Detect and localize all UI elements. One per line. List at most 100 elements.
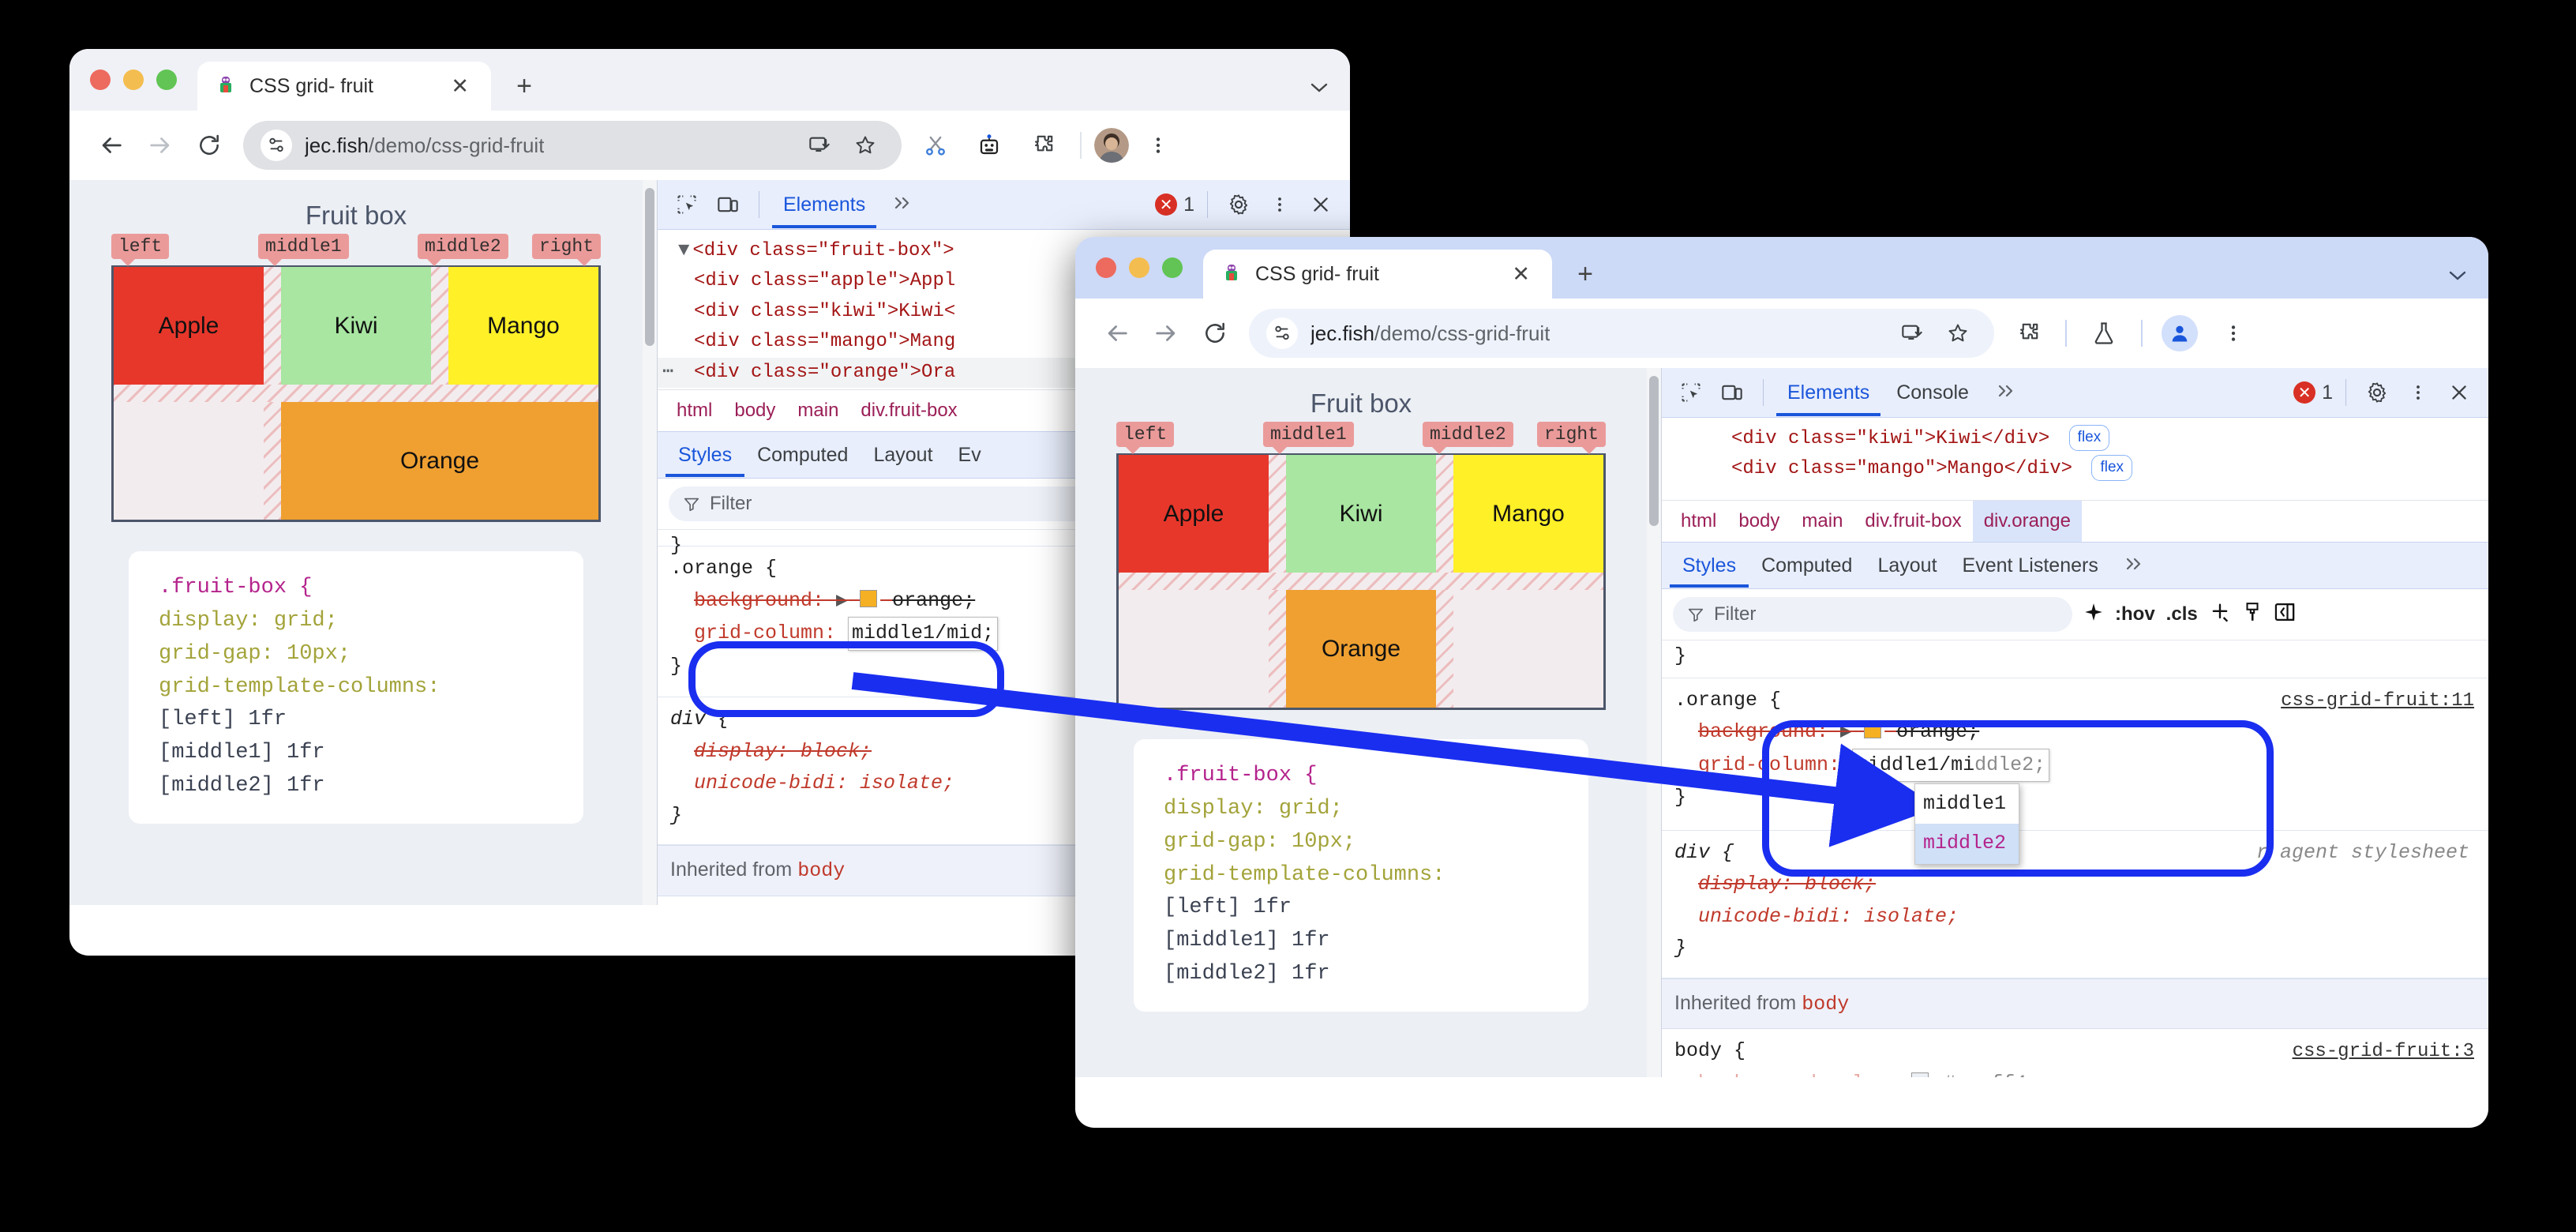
css-rules-front[interactable]: } .orange { css-grid-fruit:11 background… [1662, 640, 2488, 1077]
address-bar-front[interactable]: jec.fish/demo/css-grid-fruit [1249, 309, 1994, 358]
toggle-sidebar-icon[interactable] [2274, 601, 2296, 629]
panel-tab-layout[interactable]: Layout [873, 444, 933, 466]
breadcrumb-item[interactable]: html [677, 400, 713, 421]
error-badge[interactable]: ✕ 1 [1155, 193, 1194, 216]
browser-window-front[interactable]: CSS grid- fruit ✕ + jec.fish/demo/css-gr [1075, 237, 2488, 1128]
scissors-icon[interactable] [911, 121, 960, 170]
panel-tab-styles[interactable]: Styles [1670, 543, 1749, 588]
profile-avatar[interactable] [1094, 128, 1129, 163]
gear-icon[interactable] [1221, 189, 1257, 220]
forward-arrow-icon[interactable] [136, 121, 185, 170]
breadcrumb-item[interactable]: div.fruit-box [1865, 510, 1962, 531]
grid-column-value-editor[interactable]: middle1/mid; [848, 617, 999, 651]
new-tab-button[interactable]: + [516, 71, 532, 101]
dom-row[interactable]: <div class="kiwi">Kiwi</div> flex [1662, 424, 2488, 454]
robot-icon[interactable] [965, 121, 1014, 170]
extensions-puzzle-icon[interactable] [1018, 121, 1067, 170]
flask-icon[interactable] [2079, 309, 2128, 358]
maximize-window-button[interactable] [1162, 257, 1183, 278]
color-swatch[interactable] [860, 589, 878, 607]
declaration-display[interactable]: display: block; [694, 739, 872, 763]
close-icon[interactable] [1303, 189, 1339, 220]
hover-state-button[interactable]: :hov [2115, 603, 2155, 625]
css-rule-body[interactable]: body { css-grid-fruit:3 background-color… [1662, 1029, 2488, 1077]
site-settings-icon[interactable] [1266, 317, 1298, 349]
css-rule-orange[interactable]: .orange { css-grid-fruit:11 background: … [1662, 678, 2488, 865]
grid-column-value-editor[interactable]: middle1/middle2; [1852, 748, 2050, 782]
dom-row[interactable]: <div class="kiwi">Kiwi< [694, 300, 956, 322]
declaration-background[interactable]: background: ▶ orange; [1698, 720, 1980, 743]
tab-css-grid-fruit[interactable]: CSS grid- fruit ✕ [197, 62, 491, 111]
devtools-tab-console[interactable]: Console [1896, 381, 1969, 404]
panel-tab-event-listeners[interactable]: Event Listeners [1962, 554, 2098, 577]
source-link[interactable]: css-grid-fruit:3 [2292, 1041, 2474, 1062]
back-arrow-icon[interactable] [1093, 309, 1142, 358]
autocomplete-item-middle2[interactable]: middle2 [1915, 824, 2019, 864]
site-settings-icon[interactable] [261, 130, 292, 161]
paintbrush-icon[interactable] [2242, 602, 2263, 628]
window-controls-front[interactable] [1096, 237, 1203, 299]
panel-tab-layout[interactable]: Layout [1877, 554, 1937, 577]
minimize-window-button[interactable] [123, 69, 144, 90]
new-tab-button[interactable]: + [1577, 259, 1593, 289]
inspect-element-icon[interactable] [1673, 377, 1709, 408]
three-dot-menu-icon[interactable] [1262, 189, 1298, 220]
dom-row[interactable]: <div class="mango">Mango</div> flex [1662, 454, 2488, 484]
flex-badge[interactable]: flex [2091, 455, 2133, 482]
gear-icon[interactable] [2359, 377, 2395, 408]
three-dot-menu-icon[interactable] [1134, 121, 1183, 170]
chevron-down-icon[interactable] [2447, 268, 2468, 286]
dom-row[interactable]: ▼ <div class="fruit-box"> [678, 240, 954, 261]
reload-icon[interactable] [185, 121, 234, 170]
breadcrumb-item-selected[interactable]: div.orange [1972, 501, 2082, 542]
dom-row[interactable]: <div class="apple">Appl [694, 270, 956, 292]
minimize-window-button[interactable] [1129, 257, 1149, 278]
breadcrumb-item[interactable]: div.fruit-box [861, 400, 958, 421]
devtools-tab-elements[interactable]: Elements [772, 181, 876, 228]
error-badge[interactable]: ✕ 1 [2293, 381, 2333, 404]
page-scrollbar-front[interactable] [1647, 368, 1661, 1077]
plus-icon[interactable] [2209, 601, 2231, 629]
close-tab-button[interactable]: ✕ [1512, 261, 1530, 286]
device-toolbar-icon[interactable] [1714, 377, 1750, 408]
three-dot-menu-icon[interactable] [2400, 377, 2436, 408]
breadcrumb-item[interactable]: body [734, 400, 776, 421]
color-swatch[interactable] [1911, 1072, 1929, 1077]
style-panel-tabs-front[interactable]: Styles Computed Layout Event Listeners [1662, 542, 2488, 589]
close-window-button[interactable] [1096, 257, 1116, 278]
tab-css-grid-fruit[interactable]: CSS grid- fruit ✕ [1203, 250, 1552, 299]
dom-tree-front[interactable]: <div class="kiwi">Kiwi</div> flex <div c… [1662, 418, 2488, 500]
reload-icon[interactable] [1191, 309, 1239, 358]
device-toolbar-icon[interactable] [710, 189, 746, 220]
color-swatch[interactable] [1864, 721, 1882, 738]
css-rule-div[interactable]: div { r agent stylesheet display: block;… [1662, 831, 2488, 978]
dom-row[interactable]: <div class="mango">Mang [694, 331, 956, 353]
profile-avatar[interactable] [2155, 309, 2204, 358]
declaration-background-color[interactable]: background-color: #eceff4; [1674, 1068, 2488, 1077]
breadcrumb-item[interactable]: main [1802, 510, 1843, 531]
panel-tab-computed[interactable]: Computed [757, 444, 849, 466]
declaration-background[interactable]: background: ▶ orange; [694, 588, 976, 612]
back-arrow-icon[interactable] [87, 121, 136, 170]
breadcrumb-front[interactable]: html body main div.fruit-box div.orange [1662, 500, 2488, 542]
star-icon[interactable] [846, 126, 884, 164]
star-icon[interactable] [1939, 314, 1977, 352]
chevron-double-right-icon[interactable] [1985, 369, 2027, 416]
filter-input[interactable]: Filter [1673, 597, 2072, 632]
three-dot-menu-icon[interactable] [2209, 309, 2258, 358]
window-controls-back[interactable] [90, 49, 197, 111]
autocomplete-item-middle1[interactable]: middle1 [1923, 791, 2007, 815]
declaration-unicode-bidi[interactable]: unicode-bidi: isolate; [1698, 904, 1959, 928]
panel-tab-styles[interactable]: Styles [666, 433, 744, 477]
chevron-double-right-icon[interactable] [881, 181, 924, 228]
panel-tab-event-listeners[interactable]: Ev [958, 444, 981, 466]
source-link[interactable]: css-grid-fruit:11 [2281, 689, 2474, 712]
inspect-element-icon[interactable] [669, 189, 705, 220]
chevron-double-right-icon[interactable] [2111, 543, 2157, 588]
close-icon[interactable] [2441, 377, 2477, 408]
declaration-grid-column[interactable]: grid-column: middle1/middle2; middle1 mi… [1674, 748, 2488, 865]
panel-tab-computed[interactable]: Computed [1761, 554, 1853, 577]
address-bar-back[interactable]: jec.fish/demo/css-grid-fruit [243, 121, 902, 170]
extensions-puzzle-icon[interactable] [2004, 309, 2053, 358]
breadcrumb-item[interactable]: body [1738, 510, 1780, 531]
